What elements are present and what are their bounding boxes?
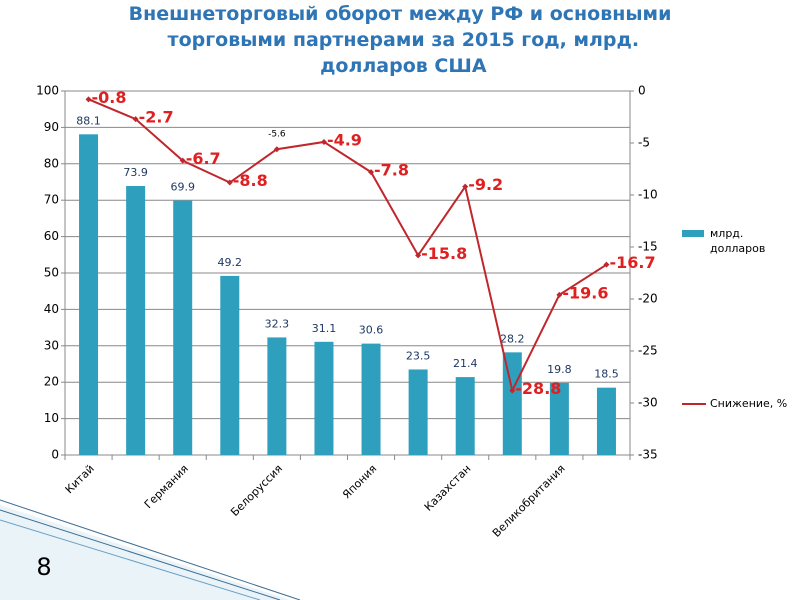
line-value-label: -15.8 (421, 244, 467, 263)
line-value-label: -28.8 (515, 379, 561, 398)
bar (408, 369, 428, 455)
y-tick-label: 70 (44, 193, 59, 207)
decoration (0, 519, 261, 600)
line-marker (509, 387, 516, 394)
bar (314, 341, 334, 455)
bar (220, 275, 240, 455)
legend-swatch (682, 403, 706, 405)
line-marker (462, 183, 469, 190)
line-value-label: -4.9 (327, 130, 362, 149)
line-value-label: -16.7 (609, 253, 655, 272)
line-value-label: -2.7 (139, 108, 174, 127)
bar-value-label: 73.9 (123, 166, 148, 179)
y2-tick-label: -5 (638, 136, 650, 150)
bar (126, 186, 146, 455)
y2-tick-label: -10 (638, 188, 658, 202)
x-tick-label: Великобритания (490, 462, 568, 540)
legend-label: млрд. долларов (710, 227, 766, 255)
bar-value-label: 28.2 (500, 332, 525, 345)
x-tick-label: Казахстан (422, 462, 474, 514)
y-tick-label: 0 (51, 448, 59, 462)
y-tick-label: 60 (44, 229, 59, 243)
y-tick-label: 80 (44, 156, 59, 170)
y-tick-label: 50 (44, 266, 59, 280)
y-tick-label: 90 (44, 120, 59, 134)
chart-title: Внешнеторговый оборот между РФ и основны… (129, 3, 672, 77)
decoration (0, 509, 281, 600)
page-number: 8 (36, 553, 51, 581)
bar (79, 134, 99, 456)
bar (361, 343, 381, 455)
y-tick-label: 40 (44, 302, 59, 316)
y-tick-label: 100 (36, 84, 59, 98)
y2-tick-label: -35 (638, 448, 658, 462)
legend-label: Снижение, % (710, 397, 788, 410)
line-marker (273, 146, 280, 153)
bar-value-label: 23.5 (406, 349, 431, 362)
x-tick-label: Китай (63, 462, 97, 496)
line-marker (320, 138, 327, 145)
y2-tick-label: 0 (638, 84, 646, 98)
y-tick-label: 30 (44, 338, 59, 352)
y-tick-label: 10 (44, 411, 59, 425)
bar (455, 377, 475, 455)
line (88, 98, 607, 394)
decoration (0, 499, 301, 600)
bar-value-label: 32.3 (265, 317, 290, 330)
bar (502, 352, 522, 455)
y2-tick-label: -30 (638, 396, 658, 410)
line-value-label: -9.2 (468, 175, 503, 194)
x-tick-label: Белоруссия (228, 462, 285, 519)
legend-swatch (682, 230, 704, 237)
line-marker (368, 169, 375, 176)
line-marker (179, 157, 186, 164)
bar (596, 387, 616, 455)
bar-value-label: 18.5 (594, 368, 619, 381)
line-value-label: -6.7 (186, 149, 221, 168)
line-marker (603, 261, 610, 268)
bar-value-label: 69.9 (170, 181, 195, 194)
line-value-label: -0.8 (92, 88, 127, 107)
line-marker (132, 116, 139, 123)
y-tick-label: 20 (44, 375, 59, 389)
line-marker (226, 179, 233, 186)
bar (549, 382, 569, 455)
x-tick-label: Германия (142, 462, 191, 511)
y2-tick-label: -25 (638, 344, 658, 358)
decoration (0, 505, 290, 600)
y2-tick-label: -20 (638, 292, 658, 306)
bar-value-label: 30.6 (359, 324, 384, 337)
bar-value-label: 49.2 (218, 256, 243, 269)
bar (173, 200, 193, 455)
line-value-label: -19.6 (562, 283, 608, 302)
bar-value-label: 31.1 (312, 322, 337, 335)
line-marker (556, 291, 563, 298)
x-tick-label: Япония (340, 462, 379, 501)
bar-value-label: 21.4 (453, 357, 478, 370)
bar-value-label: 19.8 (547, 363, 572, 376)
line-value-label: -5.6 (268, 130, 286, 140)
line-marker (415, 252, 422, 259)
y2-tick-label: -15 (638, 240, 658, 254)
line-value-label: -7.8 (374, 161, 409, 180)
line-value-label: -8.8 (233, 171, 268, 190)
bar (267, 337, 287, 455)
line-marker (85, 96, 92, 103)
bar-value-label: 88.1 (76, 114, 101, 127)
